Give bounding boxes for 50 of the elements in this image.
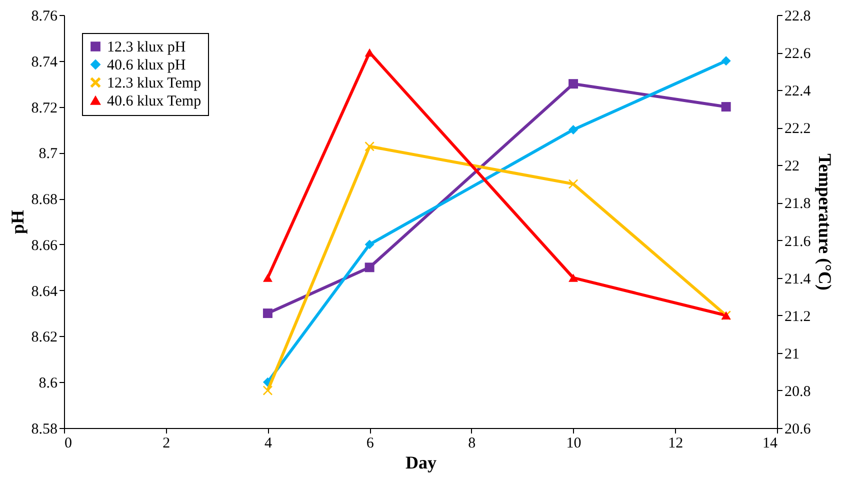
point: [568, 274, 578, 282]
y-tick-label: 8.72: [31, 100, 58, 116]
y2-tick-label: 21: [784, 346, 800, 362]
point: [364, 240, 374, 250]
y2-tick-label: 22.4: [784, 84, 812, 100]
point: [262, 308, 272, 318]
y2-tick-label: 20.8: [784, 384, 811, 400]
y2-tick-label: 22.6: [784, 46, 812, 62]
y2-tick-label: 21.8: [784, 196, 811, 212]
y2-tick-label: 21.2: [784, 308, 811, 325]
point: [262, 274, 272, 282]
y-tick-label: 8.62: [31, 330, 58, 346]
y2-tick-label: 22: [784, 158, 800, 175]
x-tick-label: 10: [566, 436, 582, 452]
point: [364, 262, 374, 272]
y-tick-label: 8.6: [38, 376, 58, 392]
y2-tick-label: 22.8: [784, 8, 811, 24]
legend-label: 12.3 klux Temp: [107, 76, 202, 92]
y2-tick-label: 20.6: [784, 422, 812, 438]
y2-axis-title: Temperature (°C): [814, 154, 835, 290]
x-tick-label: 8: [468, 436, 476, 452]
x-tick-label: 0: [64, 436, 72, 452]
point: [721, 102, 731, 112]
point: [364, 48, 374, 57]
y-tick-label: 8.68: [31, 192, 58, 208]
point: [568, 124, 578, 134]
point: [568, 179, 578, 189]
x-axis-title: Day: [406, 452, 436, 472]
x-tick-label: 2: [162, 436, 170, 452]
y2-tick-label: 21.6: [784, 234, 812, 250]
y2-tick-label: 21.4: [784, 271, 812, 288]
x-tick-label: 12: [668, 436, 684, 452]
y-tick-label: 8.66: [31, 238, 58, 254]
legend-label: 12.3 klux pH: [107, 40, 186, 56]
point: [721, 56, 731, 66]
legend-label: 40.6 klux pH: [107, 58, 186, 74]
y-tick-label: 8.64: [31, 284, 58, 300]
legend-label: 40.6 klux Temp: [107, 94, 202, 110]
y-tick-label: 8.7: [38, 146, 58, 162]
x-tick-label: 6: [366, 436, 374, 452]
point: [364, 142, 374, 152]
x-tick-label: 4: [264, 436, 272, 452]
y2-tick-label: 22.2: [784, 121, 811, 138]
y-tick-label: 8.74: [31, 54, 58, 70]
point: [568, 79, 578, 89]
y-axis-title: pH: [7, 210, 28, 234]
point: [262, 386, 272, 396]
y-tick-label: 8.58: [31, 422, 58, 438]
y-tick-label: 8.76: [31, 8, 58, 24]
x-tick-label: 14: [762, 436, 778, 452]
